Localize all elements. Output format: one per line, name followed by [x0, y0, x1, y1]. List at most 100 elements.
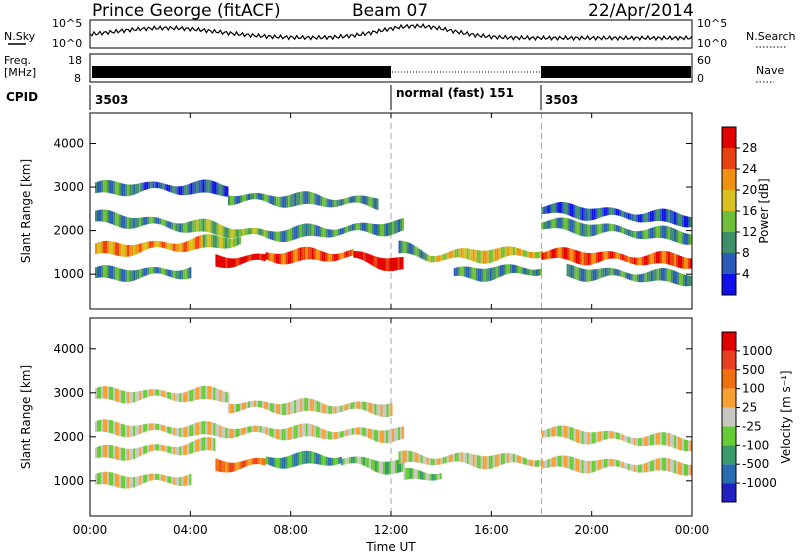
- echo-cell: [209, 386, 212, 400]
- echo-cell: [362, 457, 365, 466]
- echo-cell: [448, 455, 451, 463]
- echo-cell: [653, 433, 656, 445]
- echo-cell: [377, 257, 380, 269]
- echo-cell: [274, 196, 277, 206]
- echo-cell: [470, 453, 473, 466]
- echo-cell: [383, 258, 386, 271]
- echo-cell: [583, 252, 586, 266]
- echo-cell: [167, 242, 170, 250]
- echo-cell: [103, 240, 106, 254]
- echo-cell: [223, 391, 226, 403]
- echo-cell: [119, 389, 122, 403]
- echo-cell: [418, 454, 421, 463]
- echo-cell: [650, 270, 653, 282]
- echo-cell: [378, 404, 381, 417]
- echo-cell: [486, 456, 489, 470]
- echo-cell: [135, 476, 138, 487]
- echo-cell: [190, 183, 193, 195]
- echo-cell: [211, 422, 214, 436]
- echo-cell: [396, 219, 399, 233]
- echo-cell: [567, 456, 570, 469]
- echo-cell: [599, 223, 602, 234]
- echo-cell: [284, 196, 287, 208]
- echo-cell: [189, 473, 192, 485]
- echo-cell: [312, 192, 315, 205]
- echo-cell: [293, 249, 296, 263]
- echo-cell: [640, 273, 643, 283]
- echo-cell: [135, 217, 138, 228]
- nsky-tick-bottom: 10^0: [52, 37, 82, 50]
- echo-cell: [139, 243, 142, 253]
- echo-cell: [239, 461, 242, 470]
- echo-cell: [246, 194, 249, 201]
- echo-cell: [160, 182, 163, 189]
- echo-cell: [199, 235, 202, 249]
- colorbar-tick-label: -100: [742, 438, 769, 452]
- echo-cell: [315, 249, 318, 261]
- echo-cell: [183, 222, 186, 233]
- echo-cell: [313, 425, 316, 437]
- echo-cell: [223, 461, 226, 473]
- echo-cell: [97, 473, 100, 485]
- echo-cell: [329, 457, 332, 466]
- echo-cell: [314, 400, 317, 412]
- echo-cell: [155, 473, 158, 480]
- echo-cell: [125, 391, 128, 404]
- echo-cell: [99, 386, 102, 399]
- nave-label: Nave: [756, 64, 784, 77]
- echo-cell: [319, 454, 322, 465]
- echo-cell: [304, 397, 307, 411]
- echo-cell: [239, 257, 242, 265]
- echo-cell: [677, 230, 680, 244]
- echo-cell: [633, 257, 636, 265]
- echo-cell: [223, 257, 226, 269]
- echo-cell: [466, 248, 469, 260]
- echo-cell: [95, 210, 98, 222]
- echo-cell: [385, 430, 388, 444]
- echo-cell: [223, 427, 226, 439]
- echo-cell: [259, 425, 262, 433]
- echo-cell: [426, 457, 429, 465]
- echo-cell: [468, 248, 471, 261]
- echo-cell: [616, 269, 619, 276]
- echo-cell: [235, 196, 238, 205]
- echo-cell: [147, 241, 150, 249]
- echo-cell: [492, 249, 495, 262]
- echo-cell: [587, 432, 590, 445]
- echo-cell: [161, 424, 164, 431]
- echo-cell: [413, 468, 416, 479]
- echo-cell: [111, 387, 114, 401]
- echo-cell: [257, 425, 260, 433]
- echo-cell: [334, 199, 337, 207]
- echo-cell: [121, 215, 124, 228]
- echo-cell: [202, 234, 205, 248]
- echo-cell: [119, 474, 122, 488]
- echo-cell: [398, 219, 401, 233]
- echo-cell: [596, 268, 599, 280]
- echo-cell: [363, 222, 366, 232]
- echo-cell: [438, 458, 441, 465]
- echo-cell: [280, 403, 283, 415]
- echo-cell: [365, 428, 368, 438]
- echo-cell: [565, 247, 568, 260]
- echo-cell: [381, 430, 384, 444]
- echo-cell: [457, 266, 460, 276]
- echo-cell: [157, 444, 160, 451]
- echo-cell: [315, 453, 318, 465]
- echo-cell: [171, 427, 174, 435]
- echo-cell: [571, 204, 574, 217]
- echo-cell: [266, 194, 269, 203]
- echo-cell: [121, 447, 124, 461]
- echo-cell: [541, 430, 544, 438]
- echo-cell: [147, 445, 150, 453]
- echo-cell: [233, 404, 236, 413]
- colorbar-tick-label: 24: [742, 162, 757, 176]
- echo-cell: [502, 246, 505, 258]
- echo-cell: [627, 256, 630, 263]
- echo-cell: [593, 460, 596, 472]
- echo-cell: [115, 388, 118, 402]
- echo-cell: [341, 227, 344, 234]
- echo-cell: [333, 432, 336, 440]
- echo-cell: [232, 238, 235, 247]
- echo-cell: [574, 266, 577, 280]
